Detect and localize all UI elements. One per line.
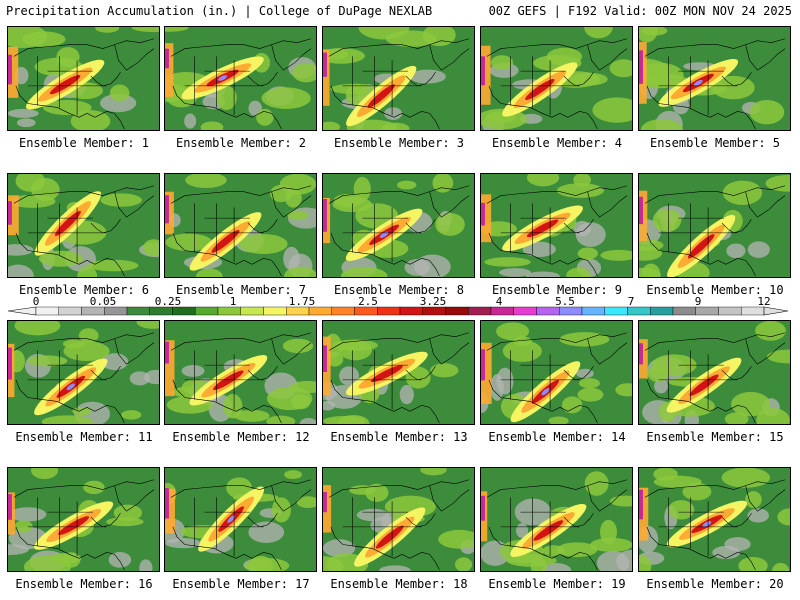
ensemble-member-label: Ensemble Member: 17 (172, 577, 310, 591)
colorbar-left-arrow (7, 306, 37, 316)
colorbar-swatch (286, 306, 310, 316)
ensemble-member-map (638, 467, 791, 572)
header-title: Precipitation Accumulation (in.) | Colle… (6, 4, 433, 18)
colorbar-swatch (536, 306, 560, 316)
colorbar-swatch (627, 306, 651, 316)
ensemble-member-label: Ensemble Member: 2 (175, 136, 307, 150)
colorbar-swatch (490, 306, 514, 316)
ensemble-member-map (164, 320, 317, 425)
ensemble-member-label: Ensemble Member: 15 (646, 430, 784, 444)
ensemble-member-map (7, 26, 160, 131)
colorbar-tick-label: 2.5 (358, 296, 378, 308)
colorbar-swatch (217, 306, 241, 316)
ensemble-member-map (164, 173, 317, 278)
ensemble-member-label: Ensemble Member: 16 (15, 577, 153, 591)
ensemble-member-map (480, 320, 633, 425)
ensemble-member-label: Ensemble Member: 1 (18, 136, 150, 150)
ensemble-member-label: Ensemble Member: 20 (646, 577, 784, 591)
colorbar-tick-label: 1.75 (289, 296, 316, 308)
ensemble-member-label: Ensemble Member: 13 (330, 430, 468, 444)
ensemble-member-map (322, 173, 475, 278)
ensemble-member-map (638, 320, 791, 425)
colorbar-swatch (58, 306, 82, 316)
ensemble-member-label: Ensemble Member: 9 (491, 283, 623, 297)
colorbar-swatch (695, 306, 719, 316)
colorbar-swatch (445, 306, 469, 316)
ensemble-member-map (164, 26, 317, 131)
ensemble-member-label: Ensemble Member: 14 (488, 430, 626, 444)
colorbar-swatch (422, 306, 446, 316)
ensemble-member-map (322, 320, 475, 425)
colorbar-swatch (468, 306, 492, 316)
colorbar-swatch (672, 306, 696, 316)
ensemble-member-map (638, 173, 791, 278)
ensemble-member-map (7, 467, 160, 572)
colorbar-swatch (172, 306, 196, 316)
ensemble-member-map (7, 320, 160, 425)
colorbar-swatch (308, 306, 332, 316)
ensemble-member-label: Ensemble Member: 6 (18, 283, 150, 297)
ensemble-member-map (322, 467, 475, 572)
ensemble-member-map (480, 26, 633, 131)
colorbar-tick-label: 9 (695, 296, 702, 308)
ensemble-member-map (480, 173, 633, 278)
ensemble-member-map (164, 467, 317, 572)
ensemble-member-label: Ensemble Member: 19 (488, 577, 626, 591)
colorbar-tick-label: 5.5 (555, 296, 575, 308)
colorbar-right-arrow (763, 306, 789, 316)
header-valid-time: 00Z GEFS | F192 Valid: 00Z MON NOV 24 20… (488, 4, 792, 18)
ensemble-member-map (7, 173, 160, 278)
colorbar-swatch (263, 306, 287, 316)
colorbar-tick-label: 12 (757, 296, 770, 308)
ensemble-member-label: Ensemble Member: 4 (491, 136, 623, 150)
ensemble-member-label: Ensemble Member: 3 (333, 136, 465, 150)
colorbar-swatch (104, 306, 128, 316)
colorbar-swatch (377, 306, 401, 316)
ensemble-member-map (638, 26, 791, 131)
colorbar-tick-label: 0.05 (90, 296, 117, 308)
colorbar-swatch (149, 306, 173, 316)
colorbar-tick-label: 0 (33, 296, 40, 308)
ensemble-member-map (480, 467, 633, 572)
ensemble-member-label: Ensemble Member: 12 (172, 430, 310, 444)
colorbar-swatch (195, 306, 219, 316)
ensemble-member-label: Ensemble Member: 8 (333, 283, 465, 297)
colorbar-tick-label: 3.25 (420, 296, 447, 308)
colorbar-swatch (35, 306, 59, 316)
colorbar-swatch (559, 306, 583, 316)
colorbar-tick-label: 0.25 (155, 296, 182, 308)
ensemble-member-label: Ensemble Member: 18 (330, 577, 468, 591)
colorbar-tick-label: 4 (496, 296, 503, 308)
colorbar-swatch (354, 306, 378, 316)
ensemble-member-label: Ensemble Member: 7 (175, 283, 307, 297)
colorbar-swatch (741, 306, 765, 316)
colorbar-swatch (581, 306, 605, 316)
colorbar-swatch (331, 306, 355, 316)
colorbar-swatch (604, 306, 628, 316)
ensemble-member-label: Ensemble Member: 11 (15, 430, 153, 444)
colorbar-swatch (81, 306, 105, 316)
colorbar-tick-label: 1 (230, 296, 237, 308)
ensemble-member-label: Ensemble Member: 10 (646, 283, 784, 297)
colorbar-swatch (126, 306, 150, 316)
colorbar-swatch (718, 306, 742, 316)
colorbar-swatch (240, 306, 264, 316)
ensemble-member-label: Ensemble Member: 5 (649, 136, 781, 150)
colorbar-swatch (513, 306, 537, 316)
colorbar-tick-label: 7 (628, 296, 635, 308)
precip-colorbar: 0 0.05 0.25 1 1.75 2.5 3.25 4 5.5 7 9 12 (7, 296, 789, 316)
ensemble-member-map (322, 26, 475, 131)
colorbar-swatch (399, 306, 423, 316)
colorbar-swatch (650, 306, 674, 316)
